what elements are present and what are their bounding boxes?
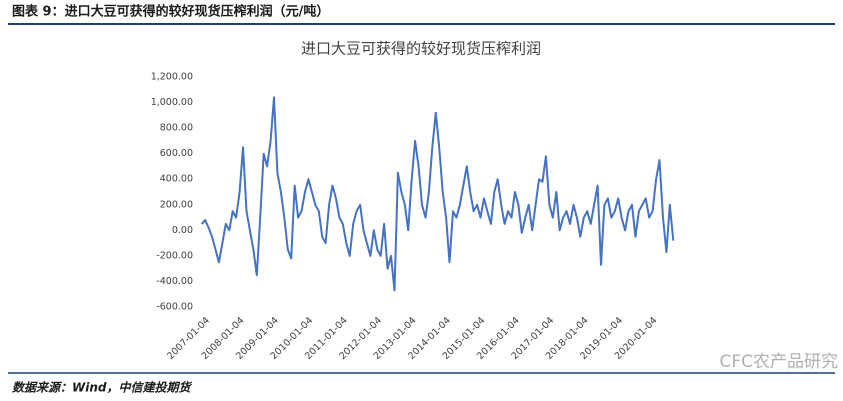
header: 图表 9：进口大豆可获得的较好现货压榨利润（元/吨） (12, 4, 329, 20)
source: 数据来源：Wind，中信建投期货 (12, 381, 192, 395)
y-tick-label: 200.00 (160, 199, 193, 210)
chart-title: 进口大豆可获得的较好现货压榨利润 (301, 40, 541, 58)
y-tick-label: 600.00 (160, 148, 193, 159)
line-series (200, 96, 675, 292)
y-tick-label: 1,200.00 (151, 72, 193, 83)
y-tick-label: 0.00 (172, 225, 193, 236)
y-tick-label: -200.00 (156, 250, 193, 261)
y-tick-label: 800.00 (160, 123, 193, 134)
y-tick-label: 400.00 (160, 174, 193, 185)
watermark: CFC农产品研究 (719, 352, 838, 372)
y-tick-label: -400.00 (156, 276, 193, 287)
y-tick-label: 1,000.00 (151, 97, 193, 108)
y-tick-label: -600.00 (156, 302, 193, 313)
